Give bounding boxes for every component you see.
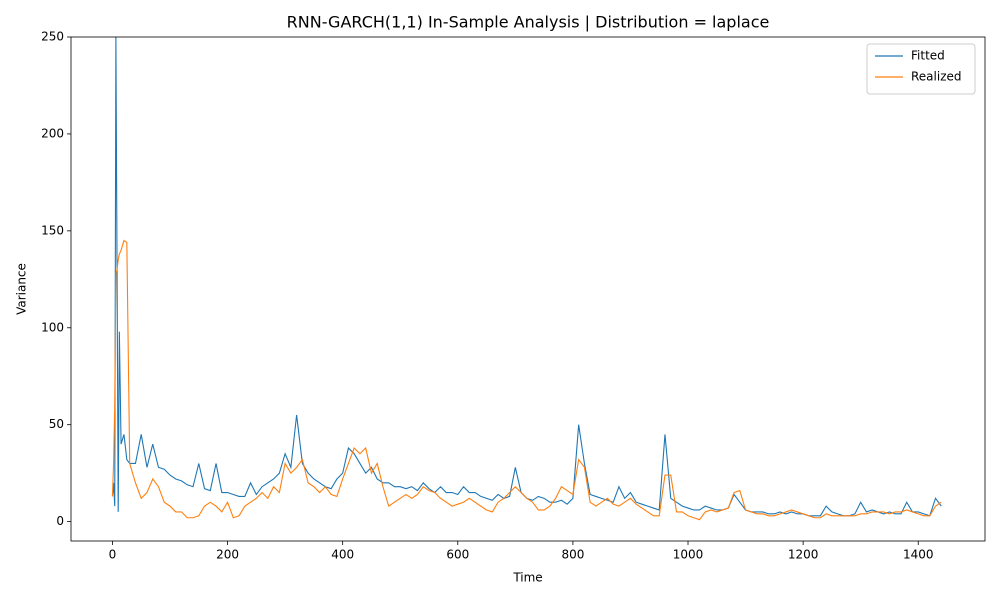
x-tick-label: 400	[331, 548, 354, 562]
y-tick-label: 150	[41, 223, 64, 237]
x-tick-label: 0	[109, 548, 117, 562]
legend-label: Realized	[911, 70, 962, 84]
plot-frame	[70, 36, 986, 542]
x-tick-label: 200	[216, 548, 239, 562]
chart-title: RNN-GARCH(1,1) In-Sample Analysis | Dist…	[287, 13, 770, 32]
x-tick-label: 600	[446, 548, 469, 562]
x-tick-label: 800	[561, 548, 584, 562]
x-tick-label: 1200	[788, 548, 819, 562]
plot-lines	[111, 37, 942, 521]
x-tick-label: 1400	[903, 548, 934, 562]
y-tick-label: 200	[41, 126, 64, 140]
y-tick-label: 0	[56, 514, 64, 528]
x-tick-label: 1000	[673, 548, 704, 562]
series-line	[111, 37, 942, 517]
series-line	[111, 239, 942, 521]
y-tick-label: 100	[41, 320, 64, 334]
y-tick-label: 50	[49, 417, 64, 431]
y-axis-label: Variance	[15, 263, 29, 315]
legend-label: Fitted	[911, 49, 945, 63]
y-tick-label: 250	[41, 30, 64, 44]
x-axis-label: Time	[512, 571, 542, 585]
